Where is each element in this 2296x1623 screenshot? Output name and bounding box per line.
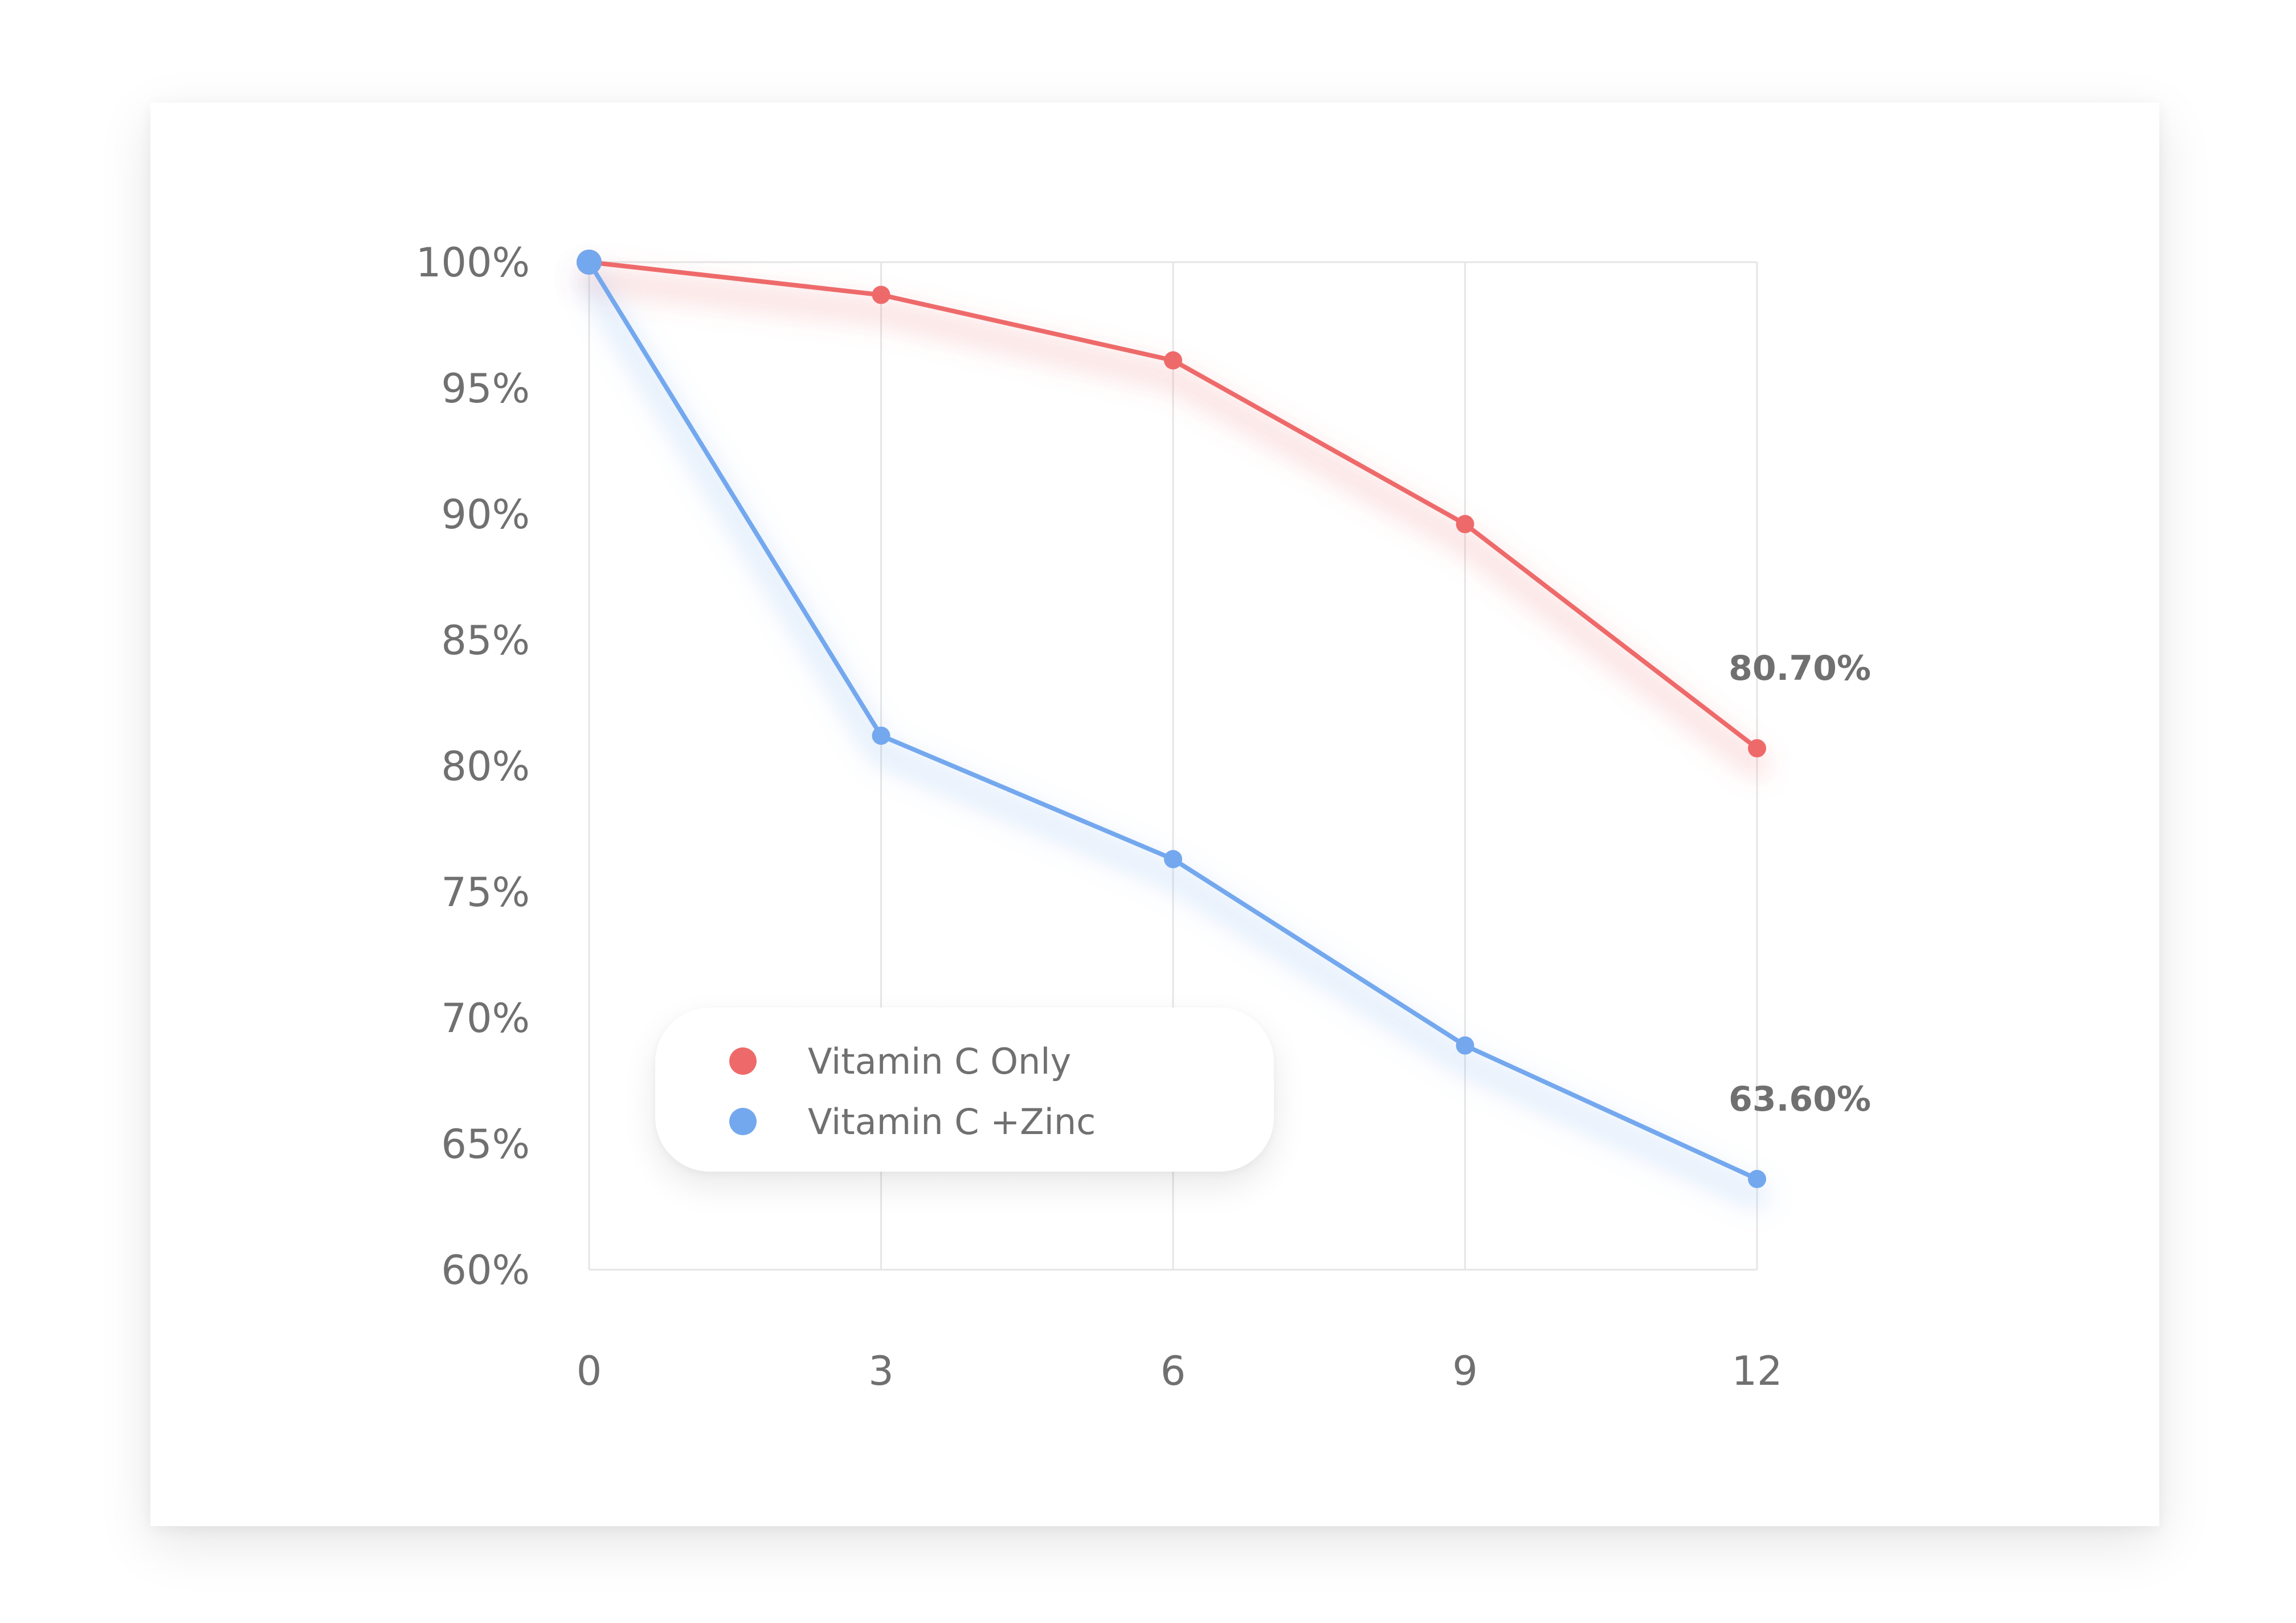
end-value-label-2: 63.60%: [1729, 1079, 1871, 1119]
data-point: [1748, 739, 1766, 758]
data-point: [1456, 1036, 1474, 1055]
legend-label-series-2: Vitamin C +Zinc: [808, 1100, 1096, 1143]
data-point: [577, 250, 602, 275]
y-tick-label: 70%: [441, 995, 530, 1042]
chart-card: [150, 103, 2159, 1526]
grid: [588, 261, 1758, 1271]
data-points: [577, 250, 1766, 1188]
data-point: [872, 726, 890, 745]
legend-item-series-1: Vitamin C Only: [729, 1038, 1071, 1084]
data-point: [1748, 1169, 1766, 1188]
y-tick-label: 80%: [441, 743, 530, 790]
y-tick-label: 90%: [441, 491, 530, 538]
x-tick-label: 0: [577, 1348, 602, 1394]
y-tick-label: 85%: [441, 617, 530, 664]
y-tick-label: 65%: [441, 1121, 530, 1168]
y-tick-label: 95%: [441, 365, 530, 412]
x-tick-label: 9: [1452, 1348, 1478, 1394]
x-tick-label: 6: [1161, 1348, 1186, 1394]
series-glow-1: [578, 268, 1768, 777]
x-tick-label: 12: [1731, 1348, 1782, 1394]
data-point: [1456, 515, 1474, 533]
legend-item-series-2: Vitamin C +Zinc: [729, 1099, 1096, 1144]
labels: 60% 65% 70% 75% 80% 85% 90% 95% 100% 0 3 6 9 12 80.70%…: [416, 239, 1871, 1394]
legend-label-series-1: Vitamin C Only: [808, 1040, 1072, 1082]
series-glow-2: [578, 268, 1768, 1208]
y-tick-label: 100%: [416, 239, 530, 286]
data-point: [1164, 351, 1182, 370]
legend: Vitamin C Only Vitamin C +Zinc: [655, 1008, 1274, 1172]
data-point: [872, 286, 890, 304]
series-glow: [578, 268, 1768, 1208]
data-point: [1164, 850, 1182, 868]
legend-swatch-series-2: [729, 1108, 757, 1135]
y-tick-label: 60%: [441, 1247, 530, 1294]
x-tick-label: 3: [868, 1348, 894, 1394]
y-tick-label: 75%: [441, 869, 530, 916]
legend-swatch-series-1: [729, 1047, 757, 1075]
end-value-label-1: 80.70%: [1729, 649, 1871, 688]
